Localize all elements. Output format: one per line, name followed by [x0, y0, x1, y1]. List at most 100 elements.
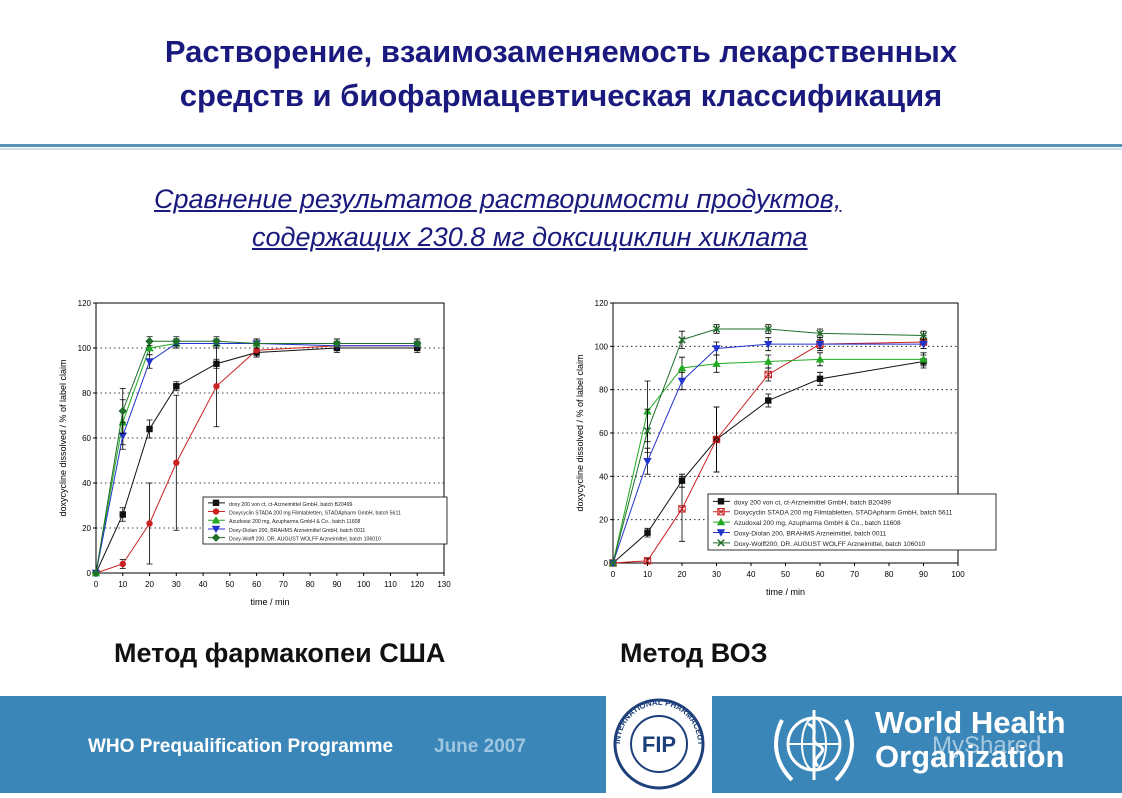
x-tick-label: 90 — [919, 570, 928, 579]
data-point — [643, 427, 652, 435]
series-5 — [609, 324, 928, 567]
data-point — [712, 359, 721, 367]
y-tick-label: 80 — [82, 389, 91, 398]
data-point — [91, 568, 101, 578]
slide-title-line2: средств и биофармацевтическая классифика… — [179, 78, 943, 113]
x-tick-label: 80 — [885, 570, 894, 579]
data-point — [765, 397, 772, 404]
data-point — [213, 383, 220, 390]
legend-entry: Azudoxat 200 mg, Azupharma GmbH & Co., b… — [229, 519, 361, 525]
y-tick-label: 100 — [78, 344, 92, 353]
x-tick-label: 100 — [951, 570, 965, 579]
legend-swatch-marker — [717, 539, 725, 547]
data-point — [764, 325, 772, 333]
footer-date: June 2007 — [434, 736, 526, 757]
data-point — [678, 505, 686, 513]
x-tick-label: 30 — [172, 580, 181, 589]
data-point — [119, 511, 126, 518]
x-tick-label: 40 — [747, 570, 756, 579]
y-axis-label: doxycycline dissolved / % of label claim — [575, 354, 585, 511]
legend-entry: Doxy-Wolff 200, DR. AUGUST WOLFF Arzneim… — [229, 537, 381, 543]
x-tick-label: 30 — [712, 570, 721, 579]
subtitle-line1: Сравнение результатов растворимости прод… — [154, 184, 842, 214]
y-tick-label: 20 — [599, 516, 608, 525]
x-tick-label: 20 — [145, 580, 154, 589]
series-line — [95, 347, 418, 574]
slide-title: Растворение, взаимозаменяемость лекарств… — [0, 30, 1122, 118]
data-point — [919, 355, 928, 363]
data-point — [815, 355, 825, 363]
subtitle-line2: содержащих 230.8 мг доксициклин хиклата — [252, 222, 808, 252]
data-point — [332, 339, 342, 348]
data-point — [644, 529, 651, 536]
legend-swatch-marker — [211, 516, 221, 524]
legend-entry: Doxy-Diolan 200, BRAHMS Arzneimittel Gmb… — [229, 528, 365, 534]
who-emblem-icon — [774, 710, 854, 782]
legend-entry: doxy 200 von ct, ct-Arzneimittel GmbH, b… — [734, 499, 891, 506]
title-divider — [0, 144, 1122, 147]
data-point — [609, 559, 617, 567]
x-tick-label: 50 — [781, 570, 790, 579]
y-tick-label: 20 — [82, 524, 91, 533]
data-point — [146, 425, 153, 433]
x-tick-label: 50 — [225, 580, 234, 589]
x-tick-label: 60 — [816, 570, 825, 579]
x-axis-label: time / min — [250, 597, 289, 607]
data-point — [253, 347, 260, 354]
data-point — [919, 340, 928, 349]
y-tick-label: 40 — [599, 472, 608, 481]
x-tick-label: 20 — [678, 570, 687, 579]
data-point — [172, 337, 181, 346]
data-point — [643, 457, 652, 466]
legend-entry: Azudoxal 200 mg, Azupharma GmbH & Co., b… — [734, 520, 901, 527]
legend-swatch-marker — [211, 525, 221, 534]
y-tick-label: 100 — [595, 342, 609, 351]
data-point — [712, 325, 721, 333]
legend-swatch-marker — [716, 517, 726, 526]
y-tick-label: 80 — [599, 386, 608, 395]
data-point — [119, 560, 126, 568]
data-point — [212, 337, 221, 346]
legend-entry: Doxycyclin STADA 200 mg Filmtabletten, S… — [229, 511, 401, 517]
data-point — [118, 406, 127, 416]
data-point — [712, 435, 721, 444]
y-tick-label: 60 — [82, 434, 91, 443]
footer-bar — [0, 696, 1122, 793]
data-point — [145, 358, 154, 366]
legend: doxy 200 von ct, ct-Arzneimittel GmbH, b… — [707, 493, 997, 551]
who-name: World Health Organization — [875, 706, 1066, 774]
who-dissolution-chart: 0 20 40 60 80 100 120 0 10 20 30 40 50 60 70 80 90 100 tim… — [575, 299, 997, 597]
fip-letters: FIP — [642, 732, 676, 757]
x-tick-label: 60 — [252, 580, 261, 589]
series-line — [95, 343, 418, 574]
usp-dissolution-chart: 0 20 40 60 80 100 120 0 10 20 30 40 50 60 70 80 90 100 110… — [58, 299, 451, 607]
data-point — [677, 363, 687, 372]
method-usp-label: Метод фармакопеи США — [114, 638, 446, 668]
watermark: MyShared — [932, 732, 1042, 759]
legend-swatch-marker — [716, 529, 726, 537]
x-axis-label: time / min — [766, 587, 805, 597]
data-point — [145, 337, 154, 346]
who-name-line1: World Health — [875, 705, 1066, 740]
y-tick-label: 40 — [82, 479, 91, 488]
series-5 — [91, 336, 422, 578]
data-point — [678, 336, 686, 344]
legend-box — [707, 493, 997, 551]
y-tick-label: 60 — [599, 429, 608, 438]
x-tick-label: 130 — [437, 580, 451, 589]
data-point — [413, 339, 422, 348]
data-point — [643, 557, 652, 565]
title-divider-light — [0, 148, 1122, 150]
x-tick-label: 0 — [611, 570, 616, 579]
legend-swatch-marker — [212, 508, 220, 515]
data-point — [146, 520, 153, 527]
data-point — [145, 343, 154, 352]
data-point — [173, 383, 180, 390]
x-tick-label: 120 — [411, 580, 425, 589]
method-who-label: Метод ВОЗ — [620, 638, 768, 668]
data-point — [816, 329, 824, 338]
x-tick-label: 0 — [94, 580, 99, 589]
data-point — [118, 432, 127, 440]
legend-entry: Doxy-Diolan 200, BRAHMS Arzneimittel, ba… — [734, 530, 887, 537]
who-name-line2: Organization — [875, 739, 1065, 774]
